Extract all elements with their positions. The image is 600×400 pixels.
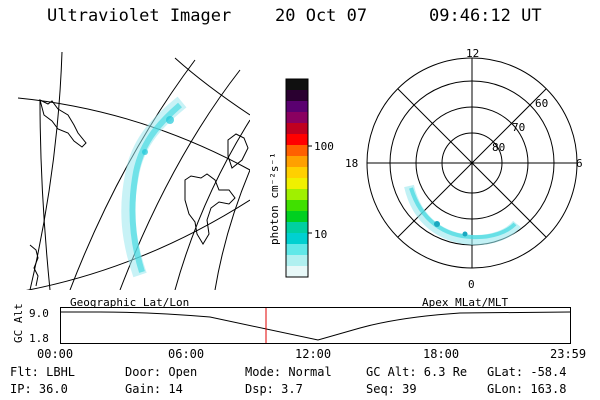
mlat-label-70: 70 [512, 121, 526, 134]
colorbar-tick-label: 10 [314, 228, 328, 241]
filter-status: Flt: LBHL [10, 365, 76, 379]
latitude-arc [174, 119, 250, 290]
colorbar-cell [286, 244, 308, 256]
colorbar-tick-label: 100 [314, 140, 334, 153]
colorbar-cell [286, 90, 308, 102]
mlt-label-18: 18 [345, 157, 359, 170]
colorbar-cell [286, 178, 308, 190]
parallel-line [18, 97, 250, 171]
time-axis-label: 23:59 [550, 347, 587, 361]
coastline-landmass [29, 244, 39, 287]
glat-status: GLat: -58.4 [487, 365, 567, 379]
time-axis-label: 12:00 [295, 347, 332, 361]
meridian-line [29, 51, 63, 290]
time-axis-label: 18:00 [423, 347, 460, 361]
latitude-arc [69, 59, 196, 290]
colorbar-cell [286, 101, 308, 113]
altitude-tick-label: 1.8 [29, 332, 49, 345]
mode-status: Mode: Normal [245, 365, 332, 379]
polar-mlat-mlt-plot [366, 57, 578, 269]
app-title: Ultraviolet Imager [47, 6, 232, 26]
colorbar-cell [286, 123, 308, 135]
coastline-landmass [184, 173, 236, 245]
parallel-line [174, 57, 250, 116]
seq-status: Seq: 39 [366, 382, 417, 396]
date-label: 20 Oct 07 [275, 6, 368, 26]
colorbar-cell [286, 145, 308, 157]
mlt-label-0: 0 [468, 278, 475, 291]
aurora-oval-polar [404, 184, 521, 246]
time-axis-label: 00:00 [37, 347, 74, 361]
dsp-status: Dsp: 3.7 [245, 382, 303, 396]
geo-map-label: Geographic Lat/Lon [70, 296, 190, 309]
colorbar-cell [286, 222, 308, 234]
colorbar-cell [286, 112, 308, 124]
gain-status: Gain: 14 [125, 382, 183, 396]
colorbar-cell [286, 189, 308, 201]
ip-status: IP: 36.0 [10, 382, 68, 396]
altitude-curve [60, 311, 571, 341]
time-label: 09:46:12 UT [429, 6, 542, 26]
coastline-landmass [39, 99, 87, 148]
colorbar-cell [286, 266, 308, 278]
glon-status: GLon: 163.8 [487, 382, 567, 396]
polar-plot-label: Apex MLat/MLT [422, 296, 509, 309]
colorbar-cell [286, 211, 308, 223]
door-status: Door: Open [125, 365, 198, 379]
mlt-label-6: 6 [576, 157, 583, 170]
coastline-landmass [227, 133, 249, 169]
colorbar-cell [286, 233, 308, 245]
colorbar-cell [286, 134, 308, 146]
gc-alt-status: GC Alt: 6.3 Re [366, 365, 468, 379]
colorbar [285, 78, 312, 278]
latitude-arc [214, 169, 250, 290]
colorbar-cell [286, 167, 308, 179]
mlat-label-60: 60 [535, 97, 549, 110]
colorbar-cell [286, 200, 308, 212]
time-axis-label: 06:00 [168, 347, 205, 361]
colorbar-cell [286, 255, 308, 267]
geographic-map [18, 51, 250, 290]
colorbar-cell [286, 156, 308, 168]
colorbar-cell [286, 79, 308, 91]
altitude-chart [60, 307, 571, 344]
aurora-oval [121, 96, 187, 278]
meridian-line [39, 99, 51, 290]
mlt-label-12: 12 [466, 47, 480, 60]
mlat-label-80: 80 [492, 141, 506, 154]
altitude-tick-label: 9.0 [29, 307, 49, 320]
